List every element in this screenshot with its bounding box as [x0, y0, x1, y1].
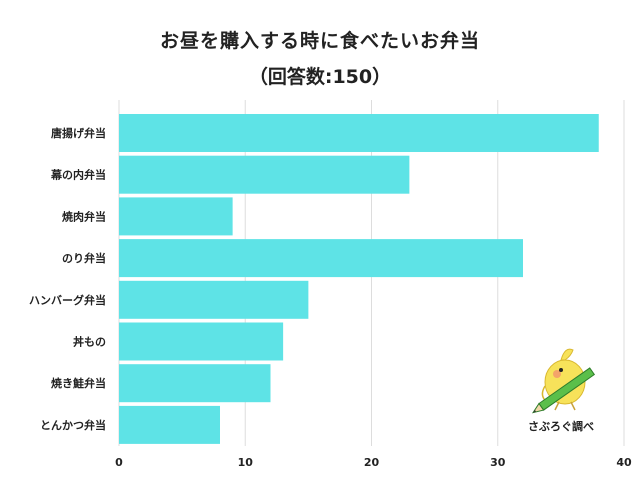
bar [119, 280, 309, 319]
x-tick-label: 30 [490, 456, 506, 469]
chart-subtitle: （回答数:150） [248, 66, 392, 88]
category-label: 焼肉弁当 [62, 209, 106, 223]
category-label: とんかつ弁当 [40, 418, 106, 432]
category-label: 丼もの [73, 335, 106, 349]
bar [119, 405, 220, 444]
bar [119, 197, 233, 236]
bar [119, 322, 284, 361]
bird-with-pencil-icon [531, 348, 596, 414]
category-label: 焼き鮭弁当 [51, 376, 106, 390]
chart-title: お昼を購入する時に食べたいお弁当 [159, 30, 480, 52]
category-label: ハンバーグ弁当 [29, 293, 106, 307]
x-tick-label: 40 [616, 456, 632, 469]
x-tick-labels: 0 10 20 30 40 [115, 456, 632, 469]
x-tick-label: 20 [364, 456, 380, 469]
category-label: のり弁当 [62, 251, 106, 265]
source-watermark: さぶろぐ調べ [528, 420, 594, 433]
bar [119, 239, 523, 278]
category-label: 幕の内弁当 [50, 168, 106, 182]
x-tick-label: 0 [115, 456, 123, 469]
category-label: 唐揚げ弁当 [51, 126, 106, 140]
x-tick-label: 10 [238, 456, 254, 469]
bar [119, 114, 599, 152]
bar [119, 364, 271, 403]
bars [119, 114, 599, 444]
bar [119, 155, 410, 194]
